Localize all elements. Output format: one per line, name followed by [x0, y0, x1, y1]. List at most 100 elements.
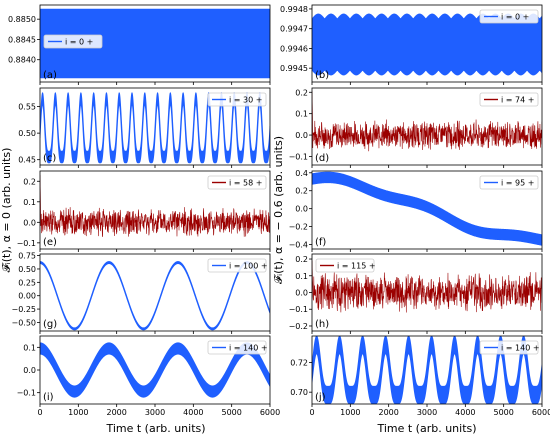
y-tick-label: 0.2 — [295, 187, 308, 196]
x-tick-label: 6000 — [532, 408, 550, 417]
legend-box — [479, 92, 539, 107]
y-tick-label: 0.0 — [23, 366, 36, 375]
plot-area — [312, 171, 542, 246]
legend-label: i = 0 + — [501, 13, 529, 22]
y-tick-label: 0.9947 — [280, 25, 308, 34]
legend: i = 0 + — [479, 9, 539, 24]
panel-d: −0.1 0.0 0.1 0.2 (d) i = 74 + — [289, 87, 543, 168]
y-tick-label: 0.9945 — [280, 64, 308, 73]
y-tick-label: 0.0 — [295, 131, 308, 140]
x-tick-label: 3000 — [417, 408, 437, 417]
legend-box — [479, 340, 539, 355]
y-tick-label: 0.1 — [295, 110, 308, 119]
y-tick-label: 0.55 — [18, 103, 36, 112]
y-tick-label: 0.25 — [18, 278, 36, 287]
series-line — [40, 175, 270, 237]
legend-label: i = 74 + — [501, 96, 534, 105]
x-tick-label: 2000 — [378, 408, 398, 417]
x-tick-label: 1000 — [68, 408, 88, 417]
y-tick-label: 0.50 — [18, 129, 36, 138]
panel-label: (d) — [315, 153, 329, 164]
y-tick-label: 0.8845 — [8, 35, 36, 44]
legend-label: i = 140 + — [229, 344, 268, 353]
panel-i: −0.1 0.0 0.1 0 1000 2000 3000 4000 5000 6000 (i) i … — [17, 335, 280, 417]
y-tick-label: 0.8840 — [8, 56, 36, 65]
series-band — [40, 92, 270, 164]
legend-box — [479, 175, 539, 190]
y-tick-label: −0.4 — [289, 241, 308, 250]
panels: 0.8840 0.8845 0.8850 (a) i = 0 + 0.9945 0.9946… — [8, 4, 550, 417]
x-tick-label: 4000 — [183, 408, 203, 417]
y-tick-label: 0.2 — [295, 255, 308, 264]
plot-area — [40, 261, 270, 331]
y-axis-title-right: 𝓕ᵢ(t), α = − 0.6 (arb. units) — [272, 136, 285, 284]
panel-a: 0.8840 0.8845 0.8850 (a) i = 0 + — [8, 4, 271, 85]
series-band — [40, 8, 270, 79]
legend: i = 0 + — [43, 34, 103, 49]
y-tick-label: 0.1 — [23, 343, 36, 352]
y-tick-label: 0.0 — [295, 289, 308, 298]
x-tick-label: 1000 — [340, 408, 360, 417]
y-tick-label: 0.2 — [295, 88, 308, 97]
panel-h: −0.2 −0.1 0.0 0.1 0.2 (h) i = 115 + — [289, 253, 543, 334]
series-band — [40, 261, 270, 331]
y-tick-label: 0.2 — [23, 177, 36, 186]
y-tick-label: 0.9948 — [280, 5, 308, 14]
panel-label: (a) — [43, 70, 57, 81]
panel-label: (b) — [315, 70, 329, 81]
y-tick-label: 0.1 — [295, 272, 308, 281]
legend: i = 30 + — [207, 92, 267, 107]
y-tick-label: −0.1 — [289, 305, 308, 314]
y-tick-label: 0.75 — [18, 252, 36, 261]
y-tick-label: −0.1 — [17, 239, 36, 248]
series-line — [312, 260, 542, 313]
panel-b: 0.9945 0.9946 0.9947 0.9948 (b) i = 0 + — [280, 4, 543, 85]
panel-f: −0.4 −0.2 0.0 0.2 0.4 (f) i = 95 + — [289, 169, 543, 252]
panel-label: (f) — [315, 237, 326, 248]
legend-box — [207, 175, 267, 190]
y-tick-label: 0.00 — [18, 292, 36, 301]
y-tick-label: −0.50 — [11, 318, 36, 327]
series-band — [312, 171, 542, 246]
x-tick-label: 0 — [37, 408, 42, 417]
y-tick-label: 0.8850 — [8, 15, 36, 24]
panel-label: (i) — [43, 392, 54, 403]
panel-label: (j) — [315, 392, 326, 403]
y-tick-label: 0.45 — [18, 156, 36, 165]
legend: i = 95 + — [479, 175, 539, 190]
x-tick-label: 6000 — [260, 408, 280, 417]
y-tick-label: 0.0 — [295, 205, 308, 214]
legend: i = 58 + — [207, 175, 267, 190]
panel-label: (e) — [43, 237, 57, 248]
panel-c: 0.45 0.50 0.55 (c) i = 30 + — [18, 87, 271, 168]
y-axis-title-left: 𝓕ᵢ(t), α = 0 (arb. units) — [0, 148, 13, 273]
plot-area — [40, 342, 270, 398]
panel-label: (c) — [43, 153, 56, 164]
legend-box — [207, 92, 267, 107]
plot-area — [40, 175, 270, 237]
series-line — [312, 91, 542, 152]
y-tick-label: −0.2 — [289, 223, 308, 232]
y-tick-label: 0.4 — [295, 169, 308, 178]
legend-label: i = 58 + — [229, 179, 262, 188]
series-band — [312, 13, 542, 76]
panel-label: (h) — [315, 319, 329, 330]
legend-box — [315, 258, 375, 273]
legend-label: i = 0 + — [65, 38, 93, 47]
legend: i = 140 + — [479, 340, 540, 355]
legend-label: i = 30 + — [229, 96, 262, 105]
plot-area — [312, 336, 542, 404]
y-tick-label: 0.70 — [290, 388, 308, 397]
x-axis-title-left: Time t (arb. units) — [105, 422, 205, 435]
panel-label: (g) — [43, 319, 57, 330]
legend: i = 74 + — [479, 92, 539, 107]
panel-e: −0.1 0.0 0.1 0.2 (e) i = 58 + — [17, 170, 271, 252]
legend-box — [207, 258, 267, 273]
series-band — [312, 336, 542, 404]
series-band — [40, 342, 270, 398]
plot-area — [40, 92, 270, 164]
legend: i = 100 + — [207, 258, 268, 273]
y-tick-label: 0.72 — [290, 359, 308, 368]
y-tick-label: 0.1 — [23, 198, 36, 207]
